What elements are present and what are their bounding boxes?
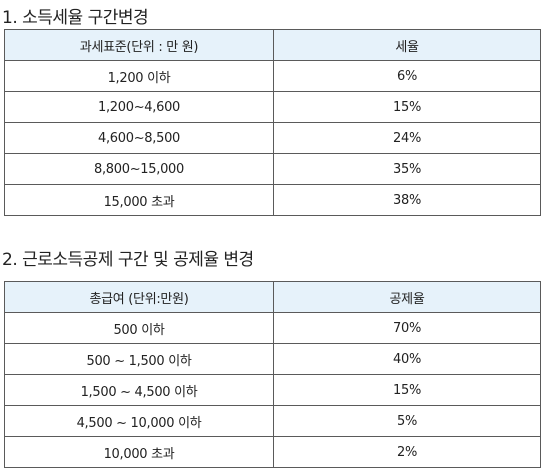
table-header-row: 총급여 (단위:만원) 공제율 <box>4 281 541 313</box>
tax-base-cell: 1,200~4,600 <box>4 91 274 123</box>
deduction-rate-cell: 15% <box>273 374 541 406</box>
table-row: 10,000 초과 2% <box>4 436 541 468</box>
deduction-rate-cell: 2% <box>273 436 541 468</box>
tax-base-cell: 4,600~8,500 <box>4 122 274 154</box>
column-header-tax-rate: 세율 <box>273 29 541 61</box>
section-title-earned-income-deduction: 2. 근로소득공제 구간 및 공제율 변경 <box>2 250 254 270</box>
table-row: 500 ~ 1,500 이하 40% <box>4 343 541 375</box>
tax-rate-cell: 6% <box>273 60 541 92</box>
deduction-rate-cell: 5% <box>273 405 541 437</box>
income-tax-rate-table: 과세표준(단위 : 만 원) 세율 1,200 이하 6% 1,200~4,60… <box>4 29 541 216</box>
total-salary-cell: 500 ~ 1,500 이하 <box>4 343 274 375</box>
deduction-rate-cell: 40% <box>273 343 541 375</box>
tax-base-cell: 15,000 초과 <box>4 184 274 216</box>
table-row: 4,600~8,500 24% <box>4 122 541 154</box>
column-header-total-salary: 총급여 (단위:만원) <box>4 281 274 313</box>
table-row: 1,500 ~ 4,500 이하 15% <box>4 374 541 406</box>
tax-base-cell: 8,800~15,000 <box>4 153 274 185</box>
table-row: 1,200 이하 6% <box>4 60 541 92</box>
table-row: 4,500 ~ 10,000 이하 5% <box>4 405 541 437</box>
column-header-deduction-rate: 공제율 <box>273 281 541 313</box>
deduction-rate-cell: 70% <box>273 312 541 344</box>
column-header-tax-base: 과세표준(단위 : 만 원) <box>4 29 274 61</box>
earned-income-deduction-table: 총급여 (단위:만원) 공제율 500 이하 70% 500 ~ 1,500 이… <box>4 281 541 468</box>
table-row: 500 이하 70% <box>4 312 541 344</box>
table-row: 8,800~15,000 35% <box>4 153 541 185</box>
tax-rate-cell: 35% <box>273 153 541 185</box>
total-salary-cell: 4,500 ~ 10,000 이하 <box>4 405 274 437</box>
tax-base-cell: 1,200 이하 <box>4 60 274 92</box>
tax-rate-cell: 38% <box>273 184 541 216</box>
table-header-row: 과세표준(단위 : 만 원) 세율 <box>4 29 541 61</box>
total-salary-cell: 10,000 초과 <box>4 436 274 468</box>
total-salary-cell: 1,500 ~ 4,500 이하 <box>4 374 274 406</box>
table-row: 1,200~4,600 15% <box>4 91 541 123</box>
tax-rate-cell: 24% <box>273 122 541 154</box>
total-salary-cell: 500 이하 <box>4 312 274 344</box>
tax-rate-cell: 15% <box>273 91 541 123</box>
table-row: 15,000 초과 38% <box>4 184 541 216</box>
section-title-income-tax-rate: 1. 소득세율 구간변경 <box>2 8 149 28</box>
